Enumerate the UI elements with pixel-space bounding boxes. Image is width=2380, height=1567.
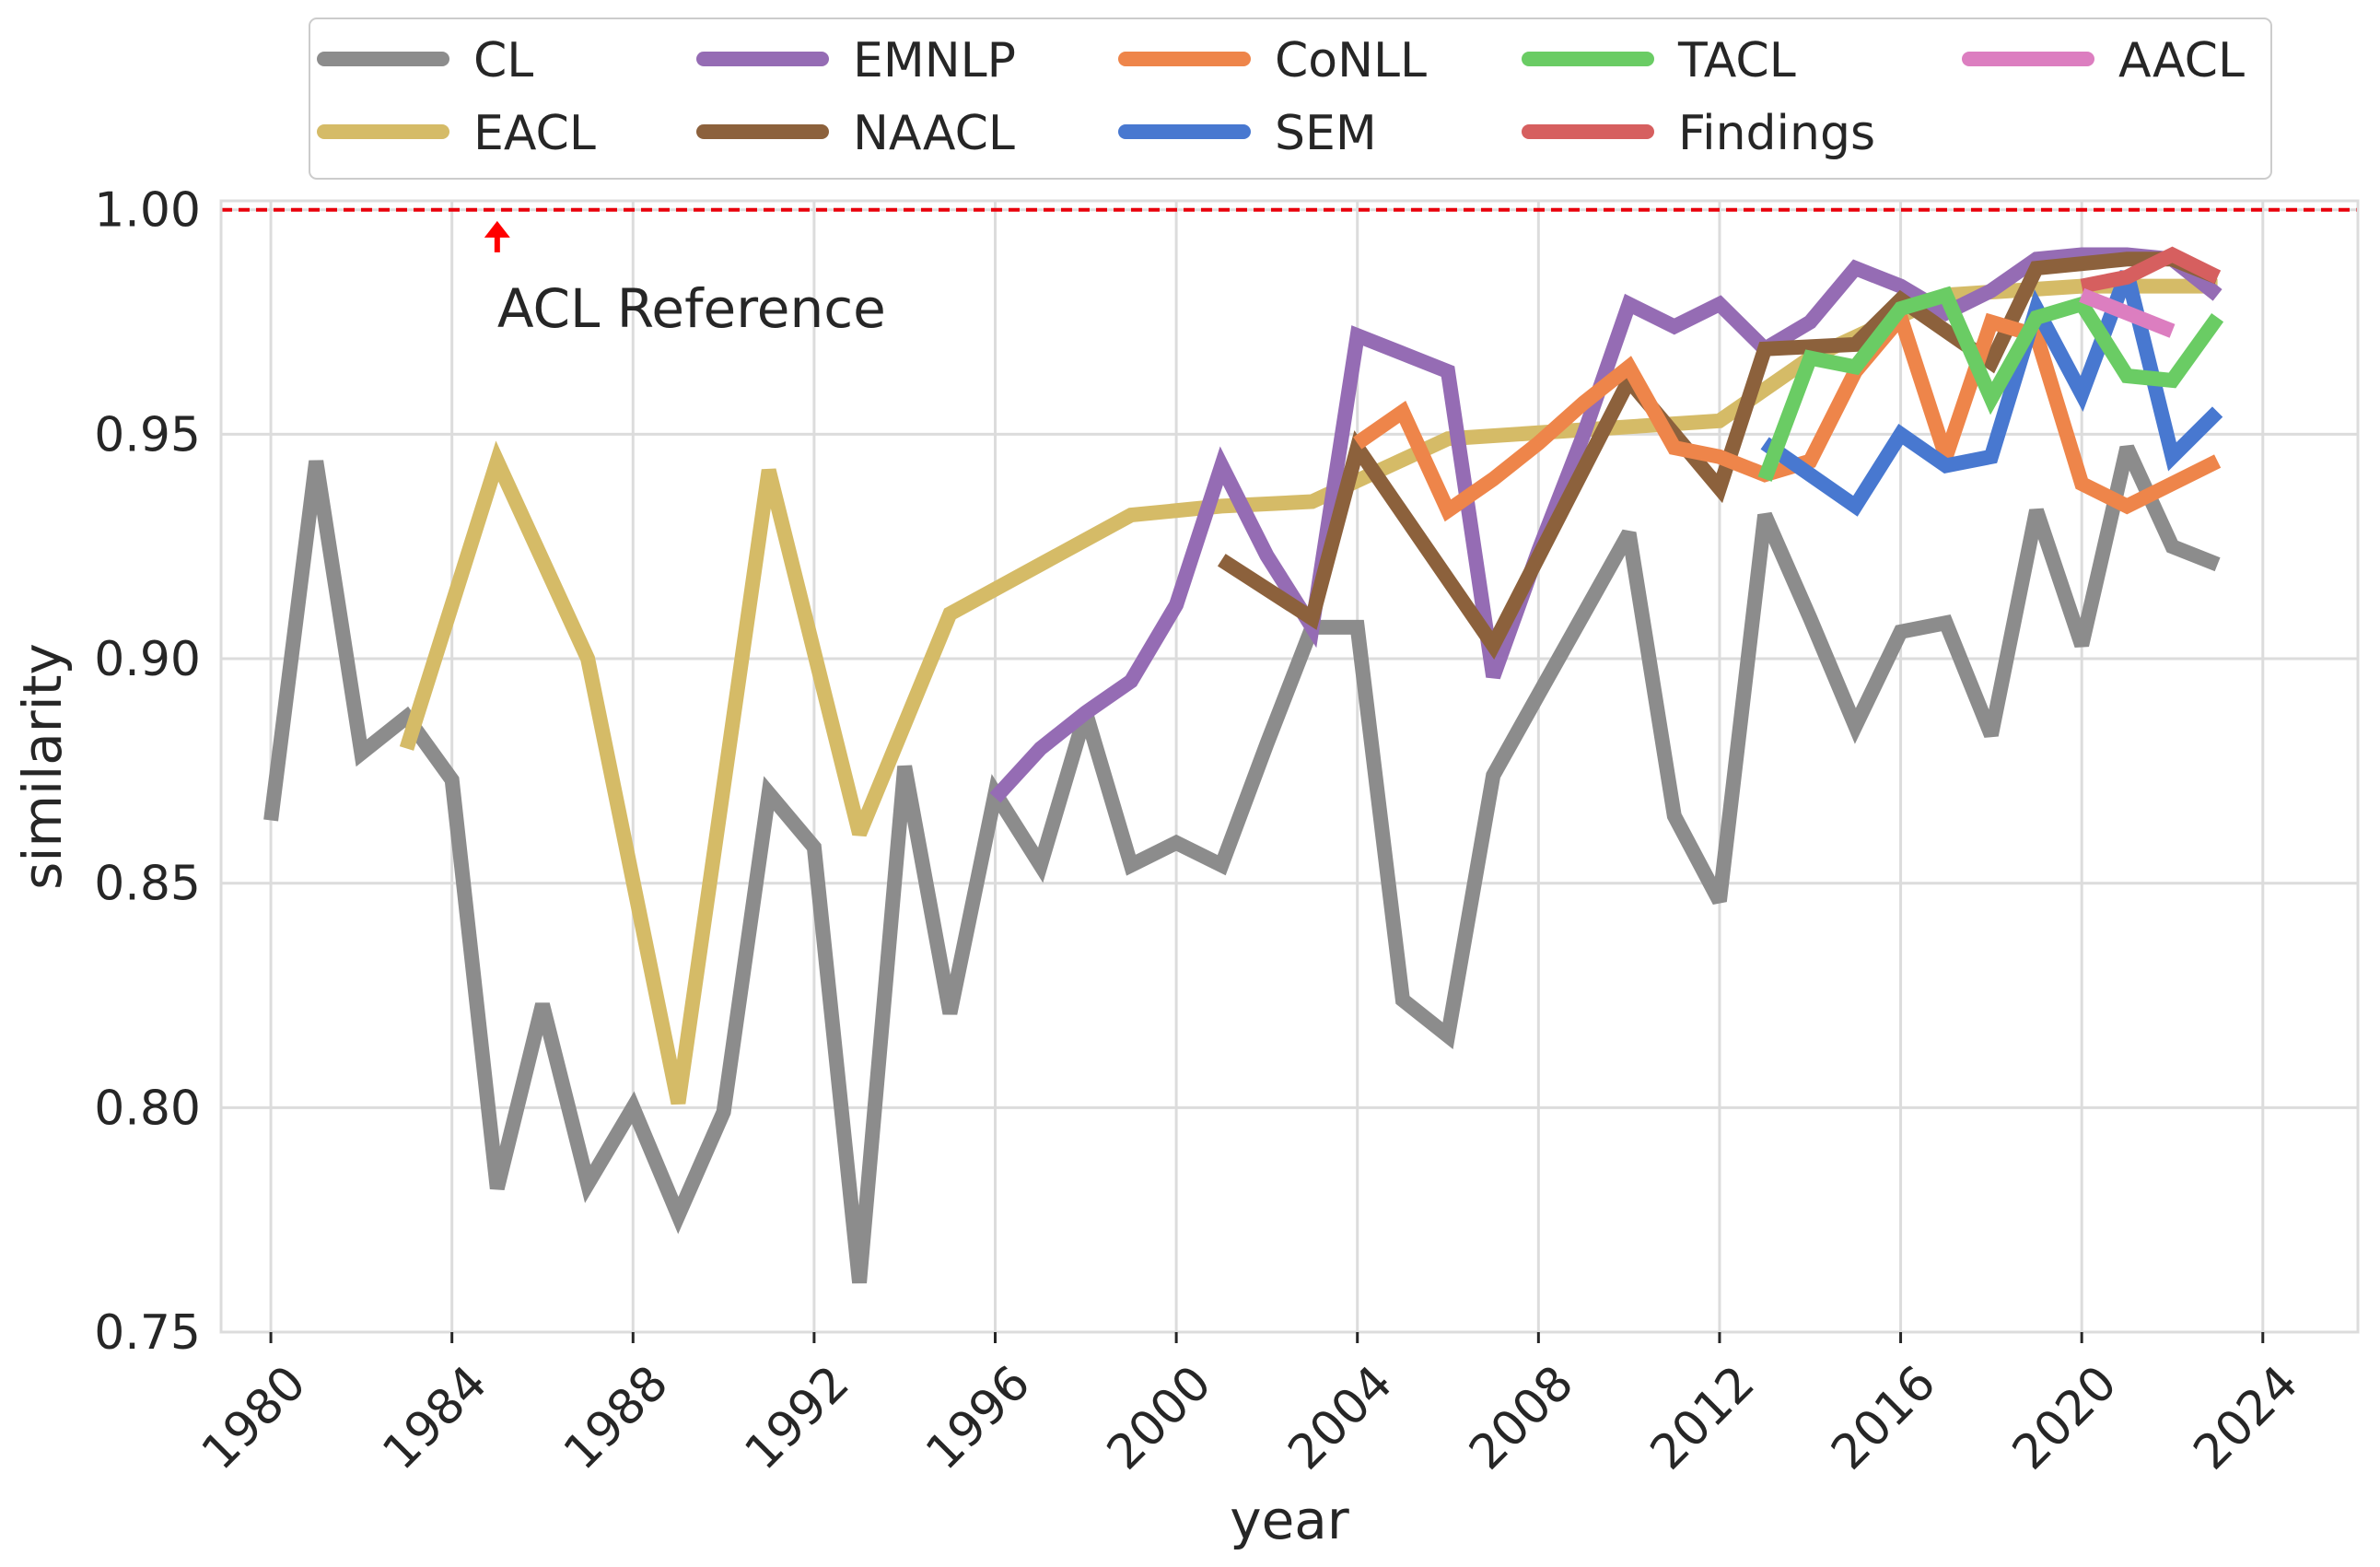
series-line-cl (263, 444, 2221, 1284)
legend-label: CoNLL (1275, 33, 1427, 88)
series-line-findings (2080, 246, 2222, 294)
y-tick-label: 0.85 (94, 857, 201, 912)
x-tick-label: 1980 (192, 1355, 317, 1480)
series-line-emnlp (989, 247, 2222, 803)
grid (221, 201, 2358, 1334)
x-tick-label: 1996 (916, 1355, 1041, 1480)
legend-item-aacl: AACL (1962, 33, 2245, 88)
legend-label: EMNLP (853, 33, 1016, 88)
y-tick-label: 0.90 (94, 632, 201, 687)
series-line-aacl (2079, 287, 2176, 338)
legend-item-emnlp: EMNLP (696, 33, 1016, 88)
series-line-conll (1353, 302, 2222, 522)
legend-label: CL (473, 33, 533, 88)
legend-label: EACL (473, 106, 596, 161)
series-line-sem (1760, 270, 2223, 517)
series-lines (263, 246, 2224, 1284)
legend-item-findings: Findings (1522, 106, 1875, 161)
y-tick-label: 0.95 (94, 407, 201, 462)
legend-item-tacl: TACL (1522, 33, 1796, 88)
acl-reference-annotation: ACL Reference (484, 220, 886, 340)
x-tick-label: 2016 (1821, 1355, 1946, 1480)
legend-item-cl: CL (317, 33, 533, 88)
legend-label: TACL (1677, 33, 1796, 88)
legend-item-naacl: NAACL (696, 106, 1015, 161)
legend-label: SEM (1275, 106, 1377, 161)
legend-label: AACL (2118, 33, 2245, 88)
x-tick-label: 2000 (1097, 1355, 1222, 1480)
y-axis-label: similarity (11, 643, 74, 890)
x-tick-label: 2012 (1640, 1355, 1766, 1480)
x-tick-label: 1992 (735, 1355, 860, 1480)
x-tick-label: 1984 (372, 1355, 497, 1480)
legend-item-eacl: EACL (317, 106, 596, 161)
y-tick-label: 0.75 (94, 1305, 201, 1361)
x-tick-label: 1988 (554, 1355, 679, 1480)
y-tick-label: 1.00 (94, 183, 201, 239)
y-tick-label: 0.80 (94, 1081, 201, 1136)
legend-label: Findings (1678, 106, 1875, 161)
annotation-arrowhead-icon (484, 220, 510, 238)
plot-frame (219, 199, 2360, 1334)
x-axis-label: year (1230, 1489, 1349, 1551)
x-tick-label: 2020 (2002, 1355, 2128, 1480)
x-tick-label: 2024 (2184, 1355, 2309, 1480)
series-line-tacl (1757, 286, 2224, 482)
x-tick-label: 2008 (1459, 1355, 1584, 1480)
x-tick-label: 2004 (1278, 1355, 1403, 1480)
series-line-naacl (1217, 251, 2221, 660)
x-axis-ticks: 1980 1984 1988 1992 1996 2000 2004 2008 2012 2016… (192, 1332, 2309, 1480)
series-line-eacl (399, 278, 2218, 1105)
annotation-text: ACL Reference (497, 277, 886, 340)
legend-item-conll: CoNLL (1118, 33, 1427, 88)
legend-label: NAACL (853, 106, 1015, 161)
y-axis-ticks: 0.75 0.80 0.85 0.90 0.95 1.00 (94, 183, 201, 1361)
legend: CL EACL EMNLP NAACL CoNLL SEM TACL Findings AACL (309, 18, 2272, 180)
legend-item-sem: SEM (1118, 106, 1377, 161)
